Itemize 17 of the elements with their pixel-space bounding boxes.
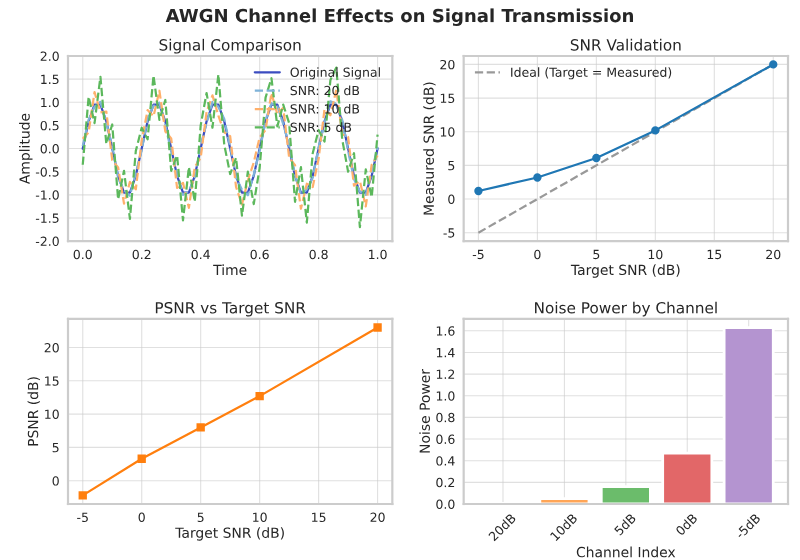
point bbox=[533, 173, 542, 182]
point bbox=[196, 423, 205, 432]
bar bbox=[722, 326, 775, 504]
point bbox=[592, 153, 601, 163]
point bbox=[255, 391, 264, 401]
point bbox=[373, 323, 382, 332]
point bbox=[769, 60, 778, 69]
bar bbox=[599, 485, 652, 504]
point bbox=[137, 454, 146, 463]
bar bbox=[661, 451, 714, 504]
line-series bbox=[81, 88, 379, 210]
bar bbox=[538, 497, 591, 504]
text: AWGN Channel Effects on Signal Transmission bbox=[165, 8, 633, 27]
point bbox=[78, 491, 87, 500]
point bbox=[651, 126, 660, 135]
line-series bbox=[81, 66, 379, 229]
point bbox=[474, 186, 483, 196]
